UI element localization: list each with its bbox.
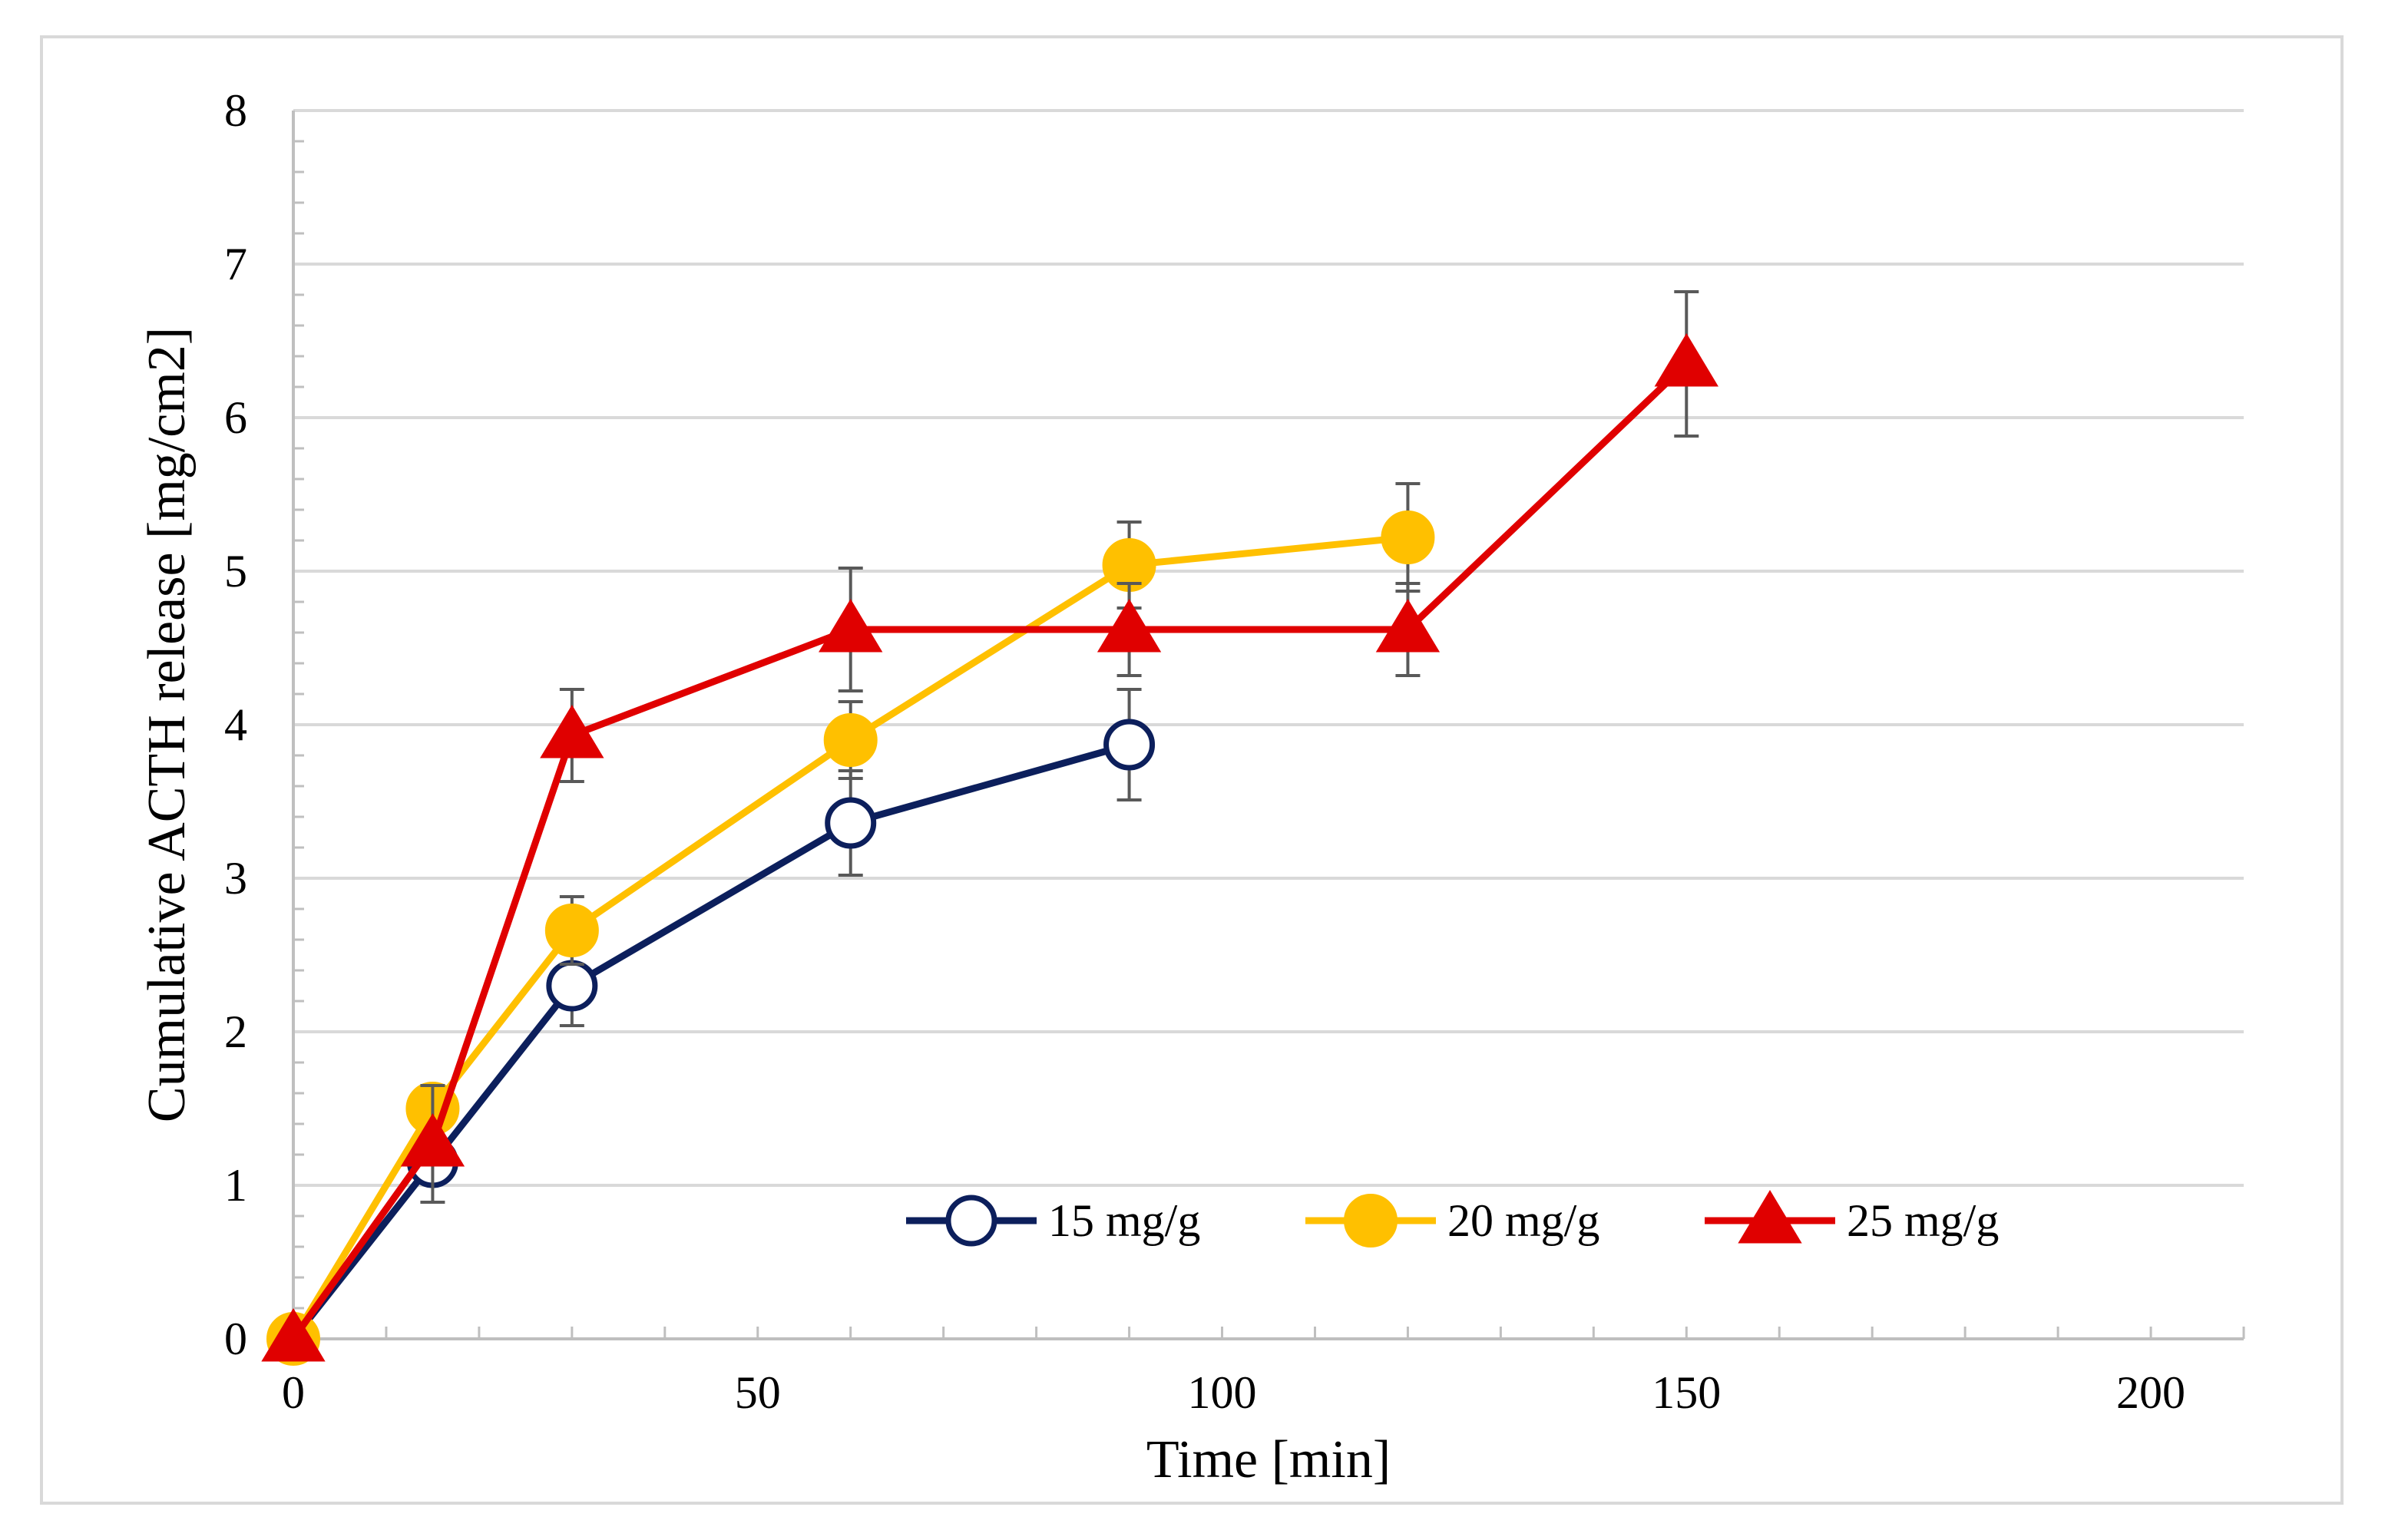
series-line-1 <box>290 534 1408 1341</box>
y-tick-label-5: 5 <box>224 546 247 597</box>
x-tick-label-50: 50 <box>735 1367 781 1418</box>
data-point <box>400 1113 465 1167</box>
axes <box>292 111 2245 1340</box>
x-tick-label-200: 200 <box>2116 1367 2185 1418</box>
data-point <box>540 705 604 758</box>
legend-label-2: 25 mg/g <box>1847 1195 1999 1246</box>
x-tick-label-100: 100 <box>1188 1367 1257 1418</box>
legend-label-0: 15 mg/g <box>1048 1195 1200 1246</box>
y-tick-label-7: 7 <box>224 239 247 289</box>
data-point <box>1375 599 1441 653</box>
legend-marker <box>1738 1190 1802 1244</box>
data-point <box>1654 333 1718 387</box>
data-point <box>819 599 883 653</box>
tick-labels: 0 1 2 3 4 5 6 7 8 0 50 100 150 200 <box>224 85 2185 1418</box>
data-point <box>1097 599 1162 653</box>
data-point <box>546 960 598 1012</box>
legend-marker <box>945 1195 997 1247</box>
series-0 <box>267 688 1156 1365</box>
legend-marker <box>1344 1194 1398 1248</box>
legend-label-1: 20 mg/g <box>1447 1195 1599 1246</box>
series-line-2 <box>290 361 1689 1341</box>
legend-item-2: 25 mg/g <box>1705 1190 1999 1246</box>
y-tick-label-1: 1 <box>224 1160 247 1211</box>
legend-item-1: 20 mg/g <box>1305 1194 1599 1248</box>
y-axis-title: Cumulative ACTH release [mg/cm2] <box>137 327 197 1122</box>
x-axis-title: Time [min] <box>1146 1430 1391 1489</box>
legend-item-0: 15 mg/g <box>906 1195 1200 1247</box>
data-point <box>825 797 877 849</box>
series-layer <box>261 290 1718 1366</box>
x-tick-label-150: 150 <box>1652 1367 1721 1418</box>
data-point <box>261 1308 326 1362</box>
data-point <box>1381 511 1435 564</box>
series-2 <box>261 290 1718 1362</box>
data-point <box>1103 719 1156 771</box>
y-tick-label-3: 3 <box>224 853 247 904</box>
data-point <box>823 713 878 767</box>
y-tick-label-8: 8 <box>224 85 247 136</box>
y-tick-label-2: 2 <box>224 1006 247 1057</box>
x-tick-label-0: 0 <box>282 1367 305 1418</box>
data-point <box>544 904 599 957</box>
y-tick-label-4: 4 <box>224 699 247 750</box>
y-tick-label-6: 6 <box>224 392 247 443</box>
gridlines <box>293 109 2244 1187</box>
y-tick-label-0: 0 <box>224 1314 247 1364</box>
legend: 15 mg/g 20 mg/g 25 mg/g <box>906 1190 1999 1248</box>
chart-frame <box>40 35 2344 1505</box>
